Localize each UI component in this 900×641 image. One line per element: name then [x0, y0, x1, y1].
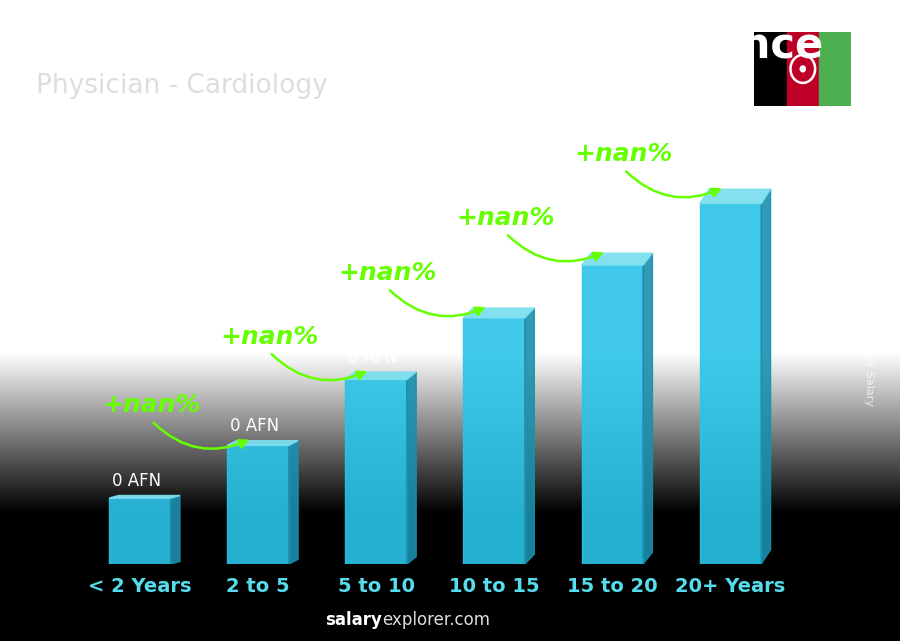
Polygon shape	[464, 308, 535, 318]
Circle shape	[800, 66, 806, 72]
Text: +nan%: +nan%	[574, 142, 673, 166]
Polygon shape	[525, 308, 535, 564]
Text: +nan%: +nan%	[220, 325, 319, 349]
Polygon shape	[227, 440, 298, 445]
Polygon shape	[109, 498, 170, 564]
Text: 0 AFN: 0 AFN	[112, 472, 161, 490]
Bar	[754, 32, 787, 106]
Polygon shape	[346, 372, 416, 379]
Bar	[787, 32, 819, 106]
Text: Average Monthly Salary: Average Monthly Salary	[863, 273, 874, 406]
Polygon shape	[227, 445, 289, 564]
Polygon shape	[407, 372, 416, 564]
Text: salary: salary	[326, 612, 382, 629]
Text: Physician - Cardiology: Physician - Cardiology	[36, 73, 328, 99]
Text: 0 AFN: 0 AFN	[466, 285, 515, 303]
Text: 0 AFN: 0 AFN	[348, 349, 397, 367]
Text: Salary Comparison By Experience: Salary Comparison By Experience	[36, 25, 824, 67]
Text: +nan%: +nan%	[456, 206, 554, 230]
Text: 0 AFN: 0 AFN	[230, 417, 279, 435]
Text: +nan%: +nan%	[338, 261, 436, 285]
Text: +nan%: +nan%	[102, 394, 201, 417]
Bar	[819, 32, 851, 106]
Text: 0 AFN: 0 AFN	[584, 230, 634, 248]
Polygon shape	[289, 440, 298, 564]
Polygon shape	[643, 253, 652, 564]
Polygon shape	[581, 265, 643, 564]
Polygon shape	[464, 318, 525, 564]
Polygon shape	[170, 495, 180, 564]
Polygon shape	[699, 189, 770, 204]
Text: explorer.com: explorer.com	[382, 612, 491, 629]
Polygon shape	[699, 204, 761, 564]
Polygon shape	[581, 253, 652, 265]
Polygon shape	[761, 189, 770, 564]
Polygon shape	[346, 379, 407, 564]
Text: 0 AFN: 0 AFN	[702, 166, 752, 184]
Polygon shape	[109, 495, 180, 498]
